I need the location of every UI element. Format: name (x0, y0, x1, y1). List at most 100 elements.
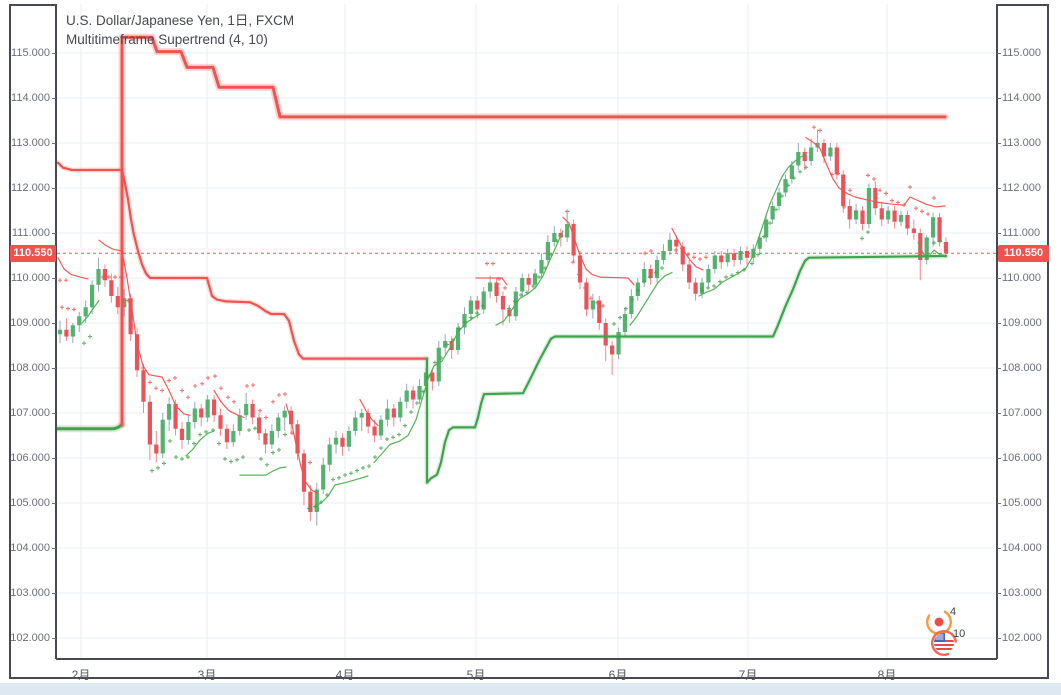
supertrend-dot (543, 266, 547, 271)
supertrend-dot (902, 203, 906, 208)
supertrend-dot (583, 285, 587, 290)
price-tick (997, 323, 1001, 324)
month-label: 6月 (608, 668, 628, 682)
price-tick (52, 98, 56, 99)
supertrend-dot (217, 441, 221, 446)
bottom-scroll-strip[interactable] (0, 683, 1061, 695)
supertrend-dot (235, 457, 239, 462)
supertrend-dot (742, 267, 746, 272)
supertrend-dot (654, 270, 658, 275)
candle-body (577, 255, 583, 283)
supertrend-dot (812, 125, 816, 130)
price-label-right: 109.000 (1002, 317, 1042, 329)
supertrend-dot (724, 275, 728, 280)
supertrend-dot (842, 180, 846, 185)
candle-body (821, 143, 827, 157)
candle-body (109, 280, 114, 296)
candle-body (847, 206, 852, 220)
candle-body (911, 228, 916, 233)
candle-body (712, 255, 717, 269)
candle-body (404, 390, 409, 402)
supertrend-dot (537, 275, 541, 280)
price-tick (52, 593, 56, 594)
candle-body (147, 401, 152, 445)
supertrend-dot (168, 438, 172, 443)
candle-body (828, 147, 833, 157)
price-tick (52, 458, 56, 459)
candle-body (873, 188, 878, 209)
supertrend-dot (186, 455, 190, 460)
supertrend-dot (307, 506, 311, 511)
supertrend-dot (660, 266, 664, 271)
supertrend-dot (914, 206, 918, 211)
price-label-left: 105.000 (10, 497, 50, 509)
supertrend-dot (192, 441, 196, 446)
supertrend-dot (818, 128, 822, 133)
supertrend-dot (385, 437, 389, 442)
candle-body (430, 372, 435, 382)
candle-body (892, 210, 897, 222)
candle-body (333, 437, 339, 445)
candle-body (276, 417, 281, 431)
candle-body (815, 143, 820, 148)
candle-body (866, 188, 872, 224)
supertrend-dot (884, 191, 888, 196)
indicator-title[interactable]: Multitimeframe Supertrend (4, 10) (66, 32, 268, 47)
price-tick (52, 188, 56, 189)
chart-legend[interactable]: U.S. Dollar/Japanese Yen, 1日, FXCM Multi… (66, 11, 294, 49)
supertrend-dot (421, 389, 425, 394)
chart-plot-area[interactable] (57, 4, 996, 658)
supertrend-dot (649, 249, 653, 253)
candle-body (64, 329, 69, 337)
candle-body (520, 278, 525, 292)
supertrend-dot (343, 473, 347, 478)
supertrend-dot (860, 236, 864, 241)
supertrend-dot (896, 200, 900, 205)
candle-body (629, 296, 634, 314)
price-tick (997, 638, 1001, 639)
candle-body (314, 489, 319, 512)
candle-body (687, 264, 692, 283)
price-label-left: 107.000 (10, 407, 50, 419)
supertrend-dot (445, 342, 449, 347)
symbol-title[interactable]: U.S. Dollar/Japanese Yen, 1日, FXCM (66, 13, 295, 28)
supertrend-dot (337, 475, 341, 480)
supertrend-dot (866, 230, 870, 235)
candle-body (57, 329, 63, 335)
candle-body (301, 453, 307, 492)
price-label-right: 113.000 (1002, 137, 1041, 149)
supertrend-dot (565, 209, 569, 214)
supertrend-dot (926, 212, 930, 217)
supertrend-dot (674, 248, 678, 253)
price-tick (52, 278, 56, 279)
candle-body (571, 224, 576, 256)
candle-body (539, 260, 544, 274)
candle-body (898, 215, 904, 222)
supertrend-dot (88, 334, 92, 339)
supertrend-dot (932, 240, 936, 245)
candle-body (719, 255, 724, 263)
supertrend-dot (198, 432, 202, 437)
supertrend-dot (251, 383, 255, 388)
supertrend-dot (601, 303, 605, 308)
supertrend-dot (457, 326, 461, 331)
us-flag-number: 10 (953, 628, 965, 640)
right-axis-separator (996, 4, 998, 659)
supertrend-dot (872, 177, 876, 181)
supertrend-dot (712, 284, 716, 289)
price-tick (52, 368, 56, 369)
last-price-badge-left: 110.550 (10, 244, 56, 262)
supertrend-dot (219, 386, 223, 391)
supertrend-dot (577, 272, 581, 277)
price-tick (997, 143, 1001, 144)
price-chart-canvas[interactable] (57, 4, 996, 658)
supertrend-dot (259, 456, 263, 461)
price-tick (997, 593, 1001, 594)
candle-body (725, 253, 730, 263)
supertrend-dot (113, 275, 117, 280)
price-label-right: 110.000 (1002, 272, 1041, 284)
supertrend-dot (229, 459, 233, 464)
candle-body (327, 444, 332, 465)
supertrend-dot (223, 456, 227, 461)
candle-body (289, 410, 294, 425)
